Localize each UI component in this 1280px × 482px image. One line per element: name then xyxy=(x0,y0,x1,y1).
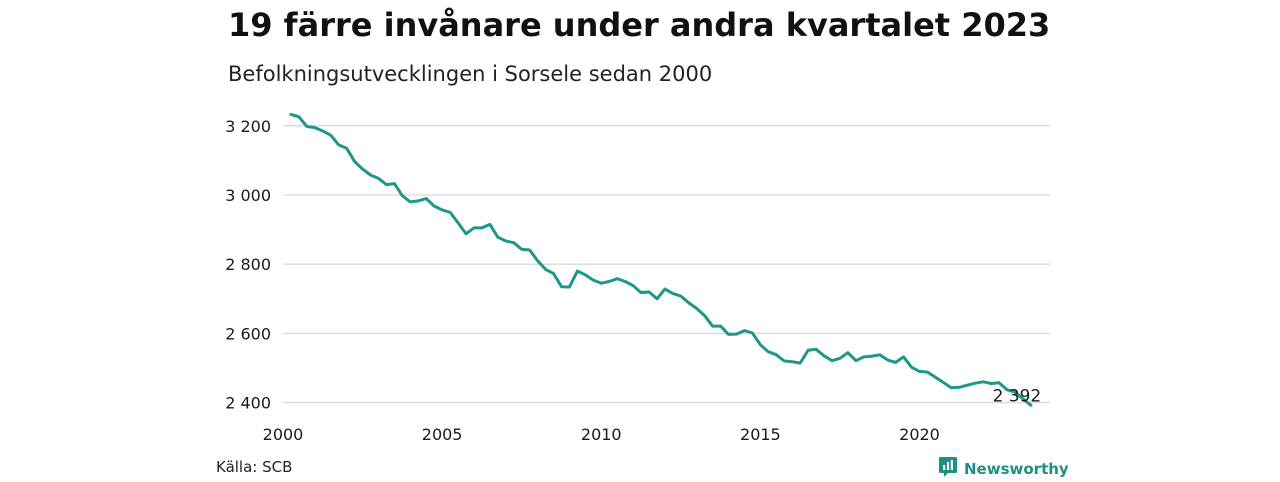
brand-name: Newsworthy xyxy=(964,460,1069,478)
newsworthy-logo-icon xyxy=(938,456,958,482)
y-tick-label: 3 000 xyxy=(225,186,271,205)
x-tick-label: 2015 xyxy=(740,425,781,444)
x-tick-label: 2010 xyxy=(581,425,622,444)
x-tick-label: 2005 xyxy=(422,425,463,444)
chart-subtitle: Befolkningsutvecklingen i Sorsele sedan … xyxy=(228,62,713,86)
chart-title: 19 färre invånare under andra kvartalet … xyxy=(228,6,1051,44)
y-tick-label: 2 600 xyxy=(225,324,271,343)
source-note: Källa: SCB xyxy=(216,458,293,476)
y-tick-label: 2 400 xyxy=(225,394,271,413)
brand-logo[interactable]: Newsworthy xyxy=(938,456,1069,482)
x-axis-labels: 2000 2005 2010 2015 2020 xyxy=(263,425,940,444)
y-axis-labels: 2 400 2 600 2 800 3 000 3 200 xyxy=(225,117,271,413)
y-tick-label: 2 800 xyxy=(225,255,271,274)
end-value-label: 2 392 xyxy=(993,386,1042,406)
y-tick-label: 3 200 xyxy=(225,117,271,136)
x-tick-label: 2000 xyxy=(263,425,304,444)
gridlines xyxy=(283,125,1050,404)
x-tick-label: 2020 xyxy=(899,425,940,444)
series-line xyxy=(289,112,1033,407)
